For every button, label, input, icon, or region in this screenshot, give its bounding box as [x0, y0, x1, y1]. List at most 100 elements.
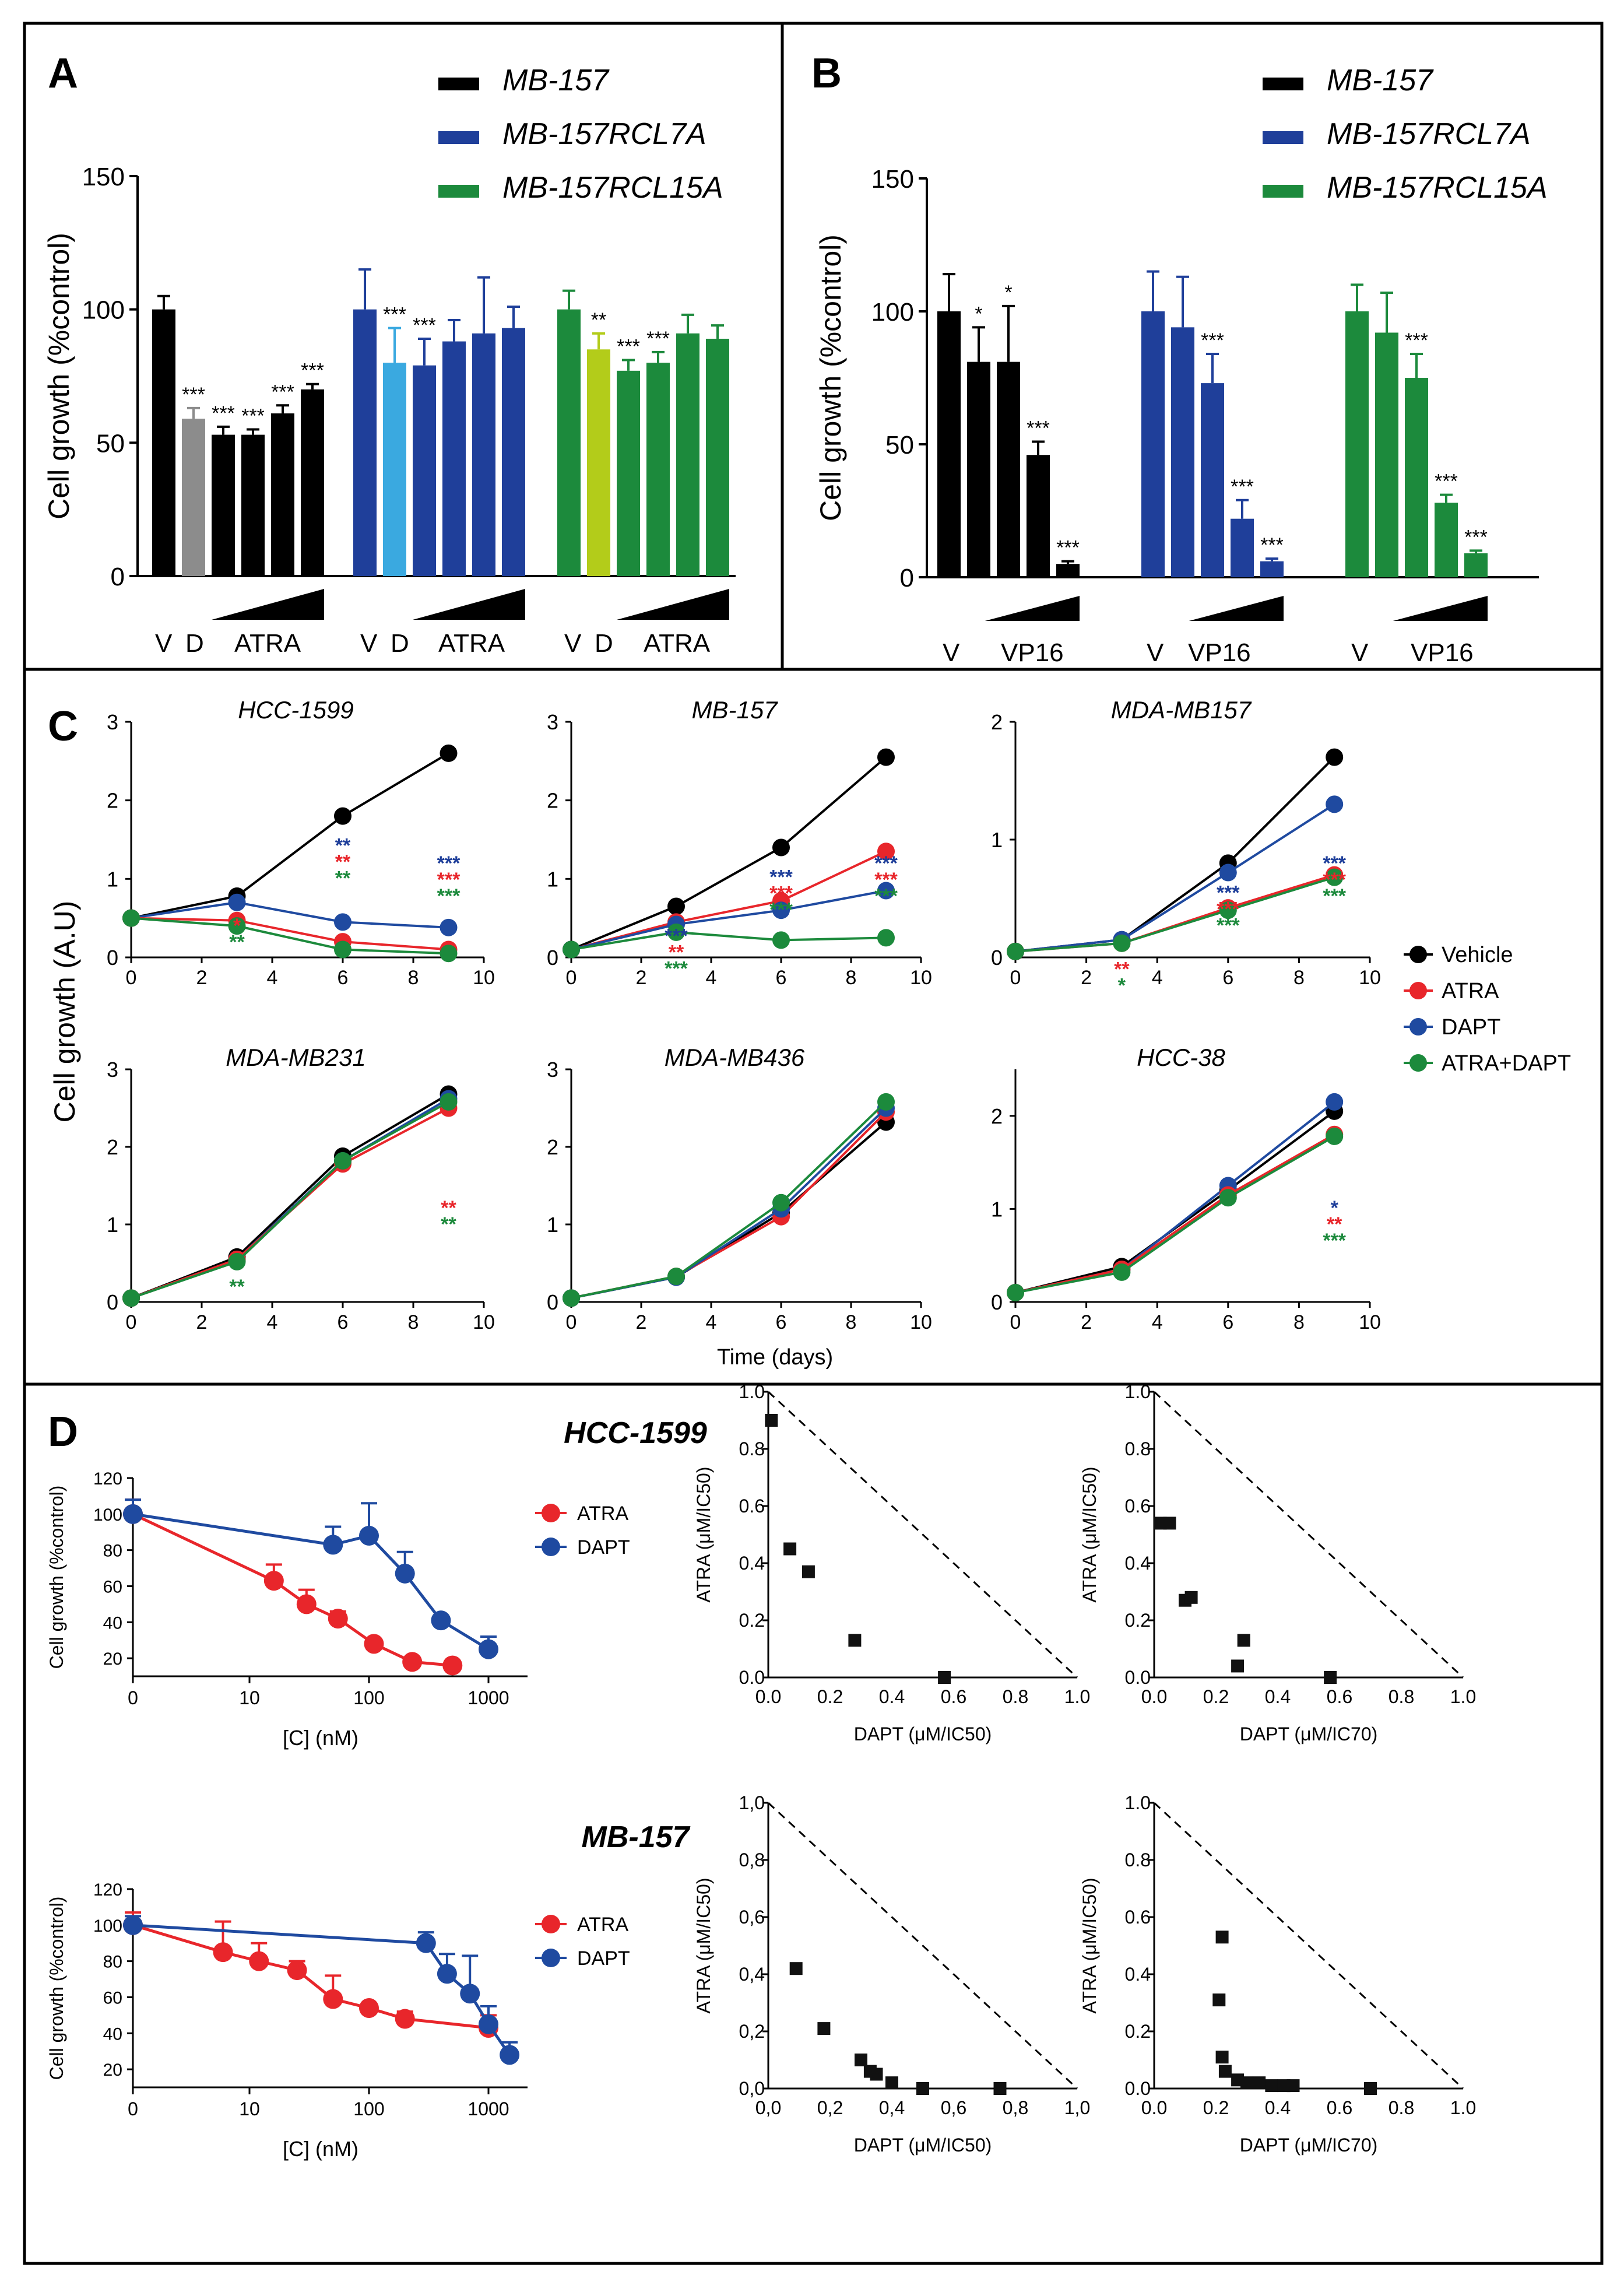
legend-swatch [1263, 185, 1303, 198]
data-point [334, 940, 351, 959]
data-point [1113, 1263, 1131, 1281]
significance-label: *** [271, 381, 294, 403]
b-label-vp16-3: VP16 [1411, 638, 1474, 667]
x-tick-label: 2 [196, 967, 208, 989]
subplot-title: MDA-MB157 [1111, 696, 1252, 724]
row-title: MB-157 [582, 1820, 691, 1854]
data-point [228, 917, 246, 935]
panel-a-xlabels: V D ATRA V D ATRA V D ATRA [155, 629, 711, 658]
data-point [885, 2076, 898, 2090]
significance-label: *** [413, 314, 436, 336]
a-label-v-2: V [360, 629, 378, 658]
y-tick-label: 0,0 [739, 2078, 765, 2099]
additivity-line [1153, 1391, 1464, 1679]
x-tick-label: 6 [776, 967, 787, 989]
legend-label: ATRA [577, 1914, 628, 1936]
x-tick-label: 0.4 [1265, 2097, 1291, 2118]
significance-label: *** [874, 869, 898, 891]
y-tick-label: 0.6 [1125, 1907, 1151, 1928]
additivity-line [1153, 1802, 1464, 2090]
data-point [916, 2082, 929, 2095]
x-tick-label: 0 [566, 967, 577, 989]
isobologram: 0.00.0 0.2 0.2 0.4 0.4 0.6 0.6 0.8 0.8 1.0 1.0 DAPT… [1079, 1381, 1476, 1745]
significance-label: *** [617, 336, 640, 358]
legend-marker [542, 1538, 560, 1556]
data-point [395, 1563, 415, 1584]
significance-label: *** [769, 882, 793, 904]
series-line [131, 752, 449, 919]
significance-label: *** [437, 852, 461, 875]
series-line [1015, 1101, 1335, 1294]
y-tick-label: 0 [107, 1290, 118, 1314]
fit-curve [132, 1512, 453, 1667]
x-tick-label: 0 [128, 2098, 138, 2119]
data-point [877, 748, 895, 766]
a-label-d-1: D [185, 629, 204, 658]
y-tick-label: 100 [93, 1917, 122, 1936]
x-tick-label: 10 [1359, 967, 1381, 989]
data-point [328, 1609, 348, 1629]
bar [1056, 564, 1080, 577]
series-line [1015, 756, 1335, 953]
x-tick-label: 2 [636, 967, 647, 989]
x-tick-label: 1.0 [1064, 1686, 1090, 1707]
y-tick-label: 0,8 [739, 1849, 765, 1870]
data-point [1326, 748, 1344, 766]
dose-wedge [1393, 596, 1488, 621]
y-tick-label: 40 [103, 1613, 122, 1633]
data-point [359, 1525, 379, 1546]
x-tick-label: 4 [1152, 1311, 1163, 1333]
legend-label: Vehicle [1442, 943, 1513, 967]
significance-label: *** [241, 405, 265, 427]
data-point [1218, 2065, 1232, 2078]
x-axis-label: DAPT (μM/IC70) [1240, 2135, 1378, 2156]
data-point [479, 2014, 498, 2034]
data-point [772, 901, 790, 919]
bar [442, 341, 466, 576]
y-tick-label: 0.0 [1125, 1667, 1151, 1688]
x-tick-label: 100 [353, 1687, 384, 1708]
b-label-v-3: V [1351, 638, 1369, 667]
data-point [479, 1639, 498, 1659]
data-point [440, 744, 458, 762]
dose-wedge [413, 589, 525, 620]
y-tick-label: 0.8 [1125, 1438, 1151, 1459]
data-point [323, 1989, 343, 2009]
legend-marker [542, 1949, 560, 1967]
bar [1405, 378, 1428, 577]
legend-label: DAPT [577, 1947, 630, 1970]
y-tick-label: 2 [991, 710, 1003, 734]
significance-label: *** [874, 852, 898, 875]
series-line [571, 931, 887, 951]
fit-curve [132, 1512, 490, 1651]
significance-label: *** [769, 866, 793, 888]
data-point [440, 1093, 458, 1111]
data-point [431, 1610, 451, 1631]
significance-label: ** [441, 1197, 456, 1219]
data-point [783, 1542, 797, 1556]
a-label-v-3: V [564, 629, 582, 658]
bar [1141, 311, 1165, 577]
data-point [1326, 1093, 1344, 1111]
x-tick-label: 8 [1293, 967, 1305, 989]
bar [967, 361, 990, 577]
isobologram: 0,00,0 0,2 0,2 0,4 0,4 0,6 0,6 0,8 0,8 1,0 1,0 DAPT… [693, 1792, 1090, 2156]
bar [1171, 327, 1194, 577]
y-tick-label: 1.0 [739, 1381, 765, 1402]
b-label-v-1: V [943, 638, 960, 667]
significance-label: ** [1114, 959, 1130, 981]
bar [383, 363, 406, 576]
x-tick-label: 8 [846, 967, 857, 989]
data-point [1007, 942, 1024, 960]
significance-label: * [1331, 1197, 1339, 1219]
y-tick-label: 0.0 [739, 1667, 765, 1688]
data-point [1326, 868, 1344, 886]
legend-swatch [438, 185, 479, 198]
x-tick-label: 10 [910, 1311, 932, 1333]
data-point [667, 897, 685, 915]
y-tick-label: 1 [107, 867, 118, 891]
